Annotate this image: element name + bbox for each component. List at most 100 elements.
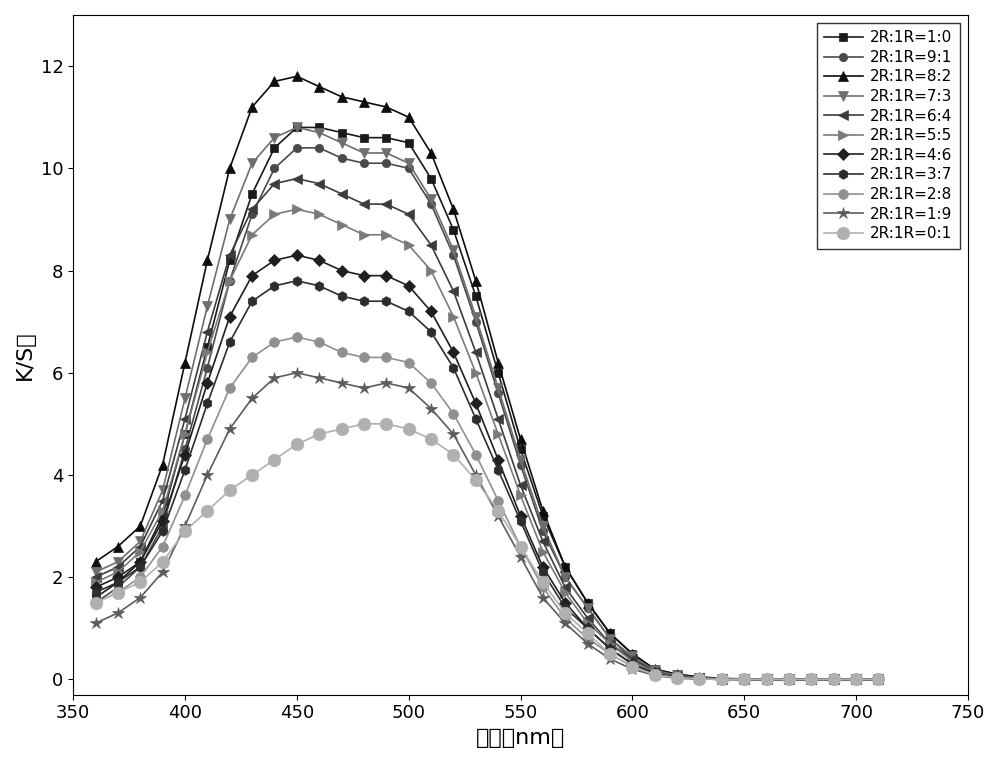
2R:1R=0:1	[515, 542, 527, 551]
2R:1R=0:1	[693, 674, 705, 684]
2R:1R=1:9	[828, 674, 840, 684]
2R:1R=2:8	[626, 662, 638, 671]
2R:1R=7:3	[604, 634, 616, 643]
2R:1R=0:1	[649, 670, 661, 679]
2R:1R=4:6	[761, 674, 773, 684]
2R:1R=8:2	[425, 149, 437, 158]
2R:1R=6:4	[693, 674, 705, 683]
2R:1R=8:2	[671, 670, 683, 679]
2R:1R=8:2	[604, 629, 616, 638]
2R:1R=0:1	[425, 435, 437, 444]
Line: 2R:1R=0:1: 2R:1R=0:1	[89, 417, 885, 686]
2R:1R=6:4	[179, 414, 191, 423]
2R:1R=2:8	[291, 333, 303, 342]
2R:1R=1:9	[559, 619, 571, 628]
2R:1R=4:6	[872, 674, 884, 684]
2R:1R=3:7	[425, 327, 437, 336]
2R:1R=0:1	[604, 649, 616, 658]
Line: 2R:1R=6:4: 2R:1R=6:4	[91, 174, 883, 684]
2R:1R=5:5	[90, 578, 102, 587]
2R:1R=6:4	[559, 583, 571, 592]
2R:1R=3:7	[850, 674, 862, 684]
2R:1R=6:4	[380, 199, 392, 208]
2R:1R=4:6	[492, 455, 504, 464]
2R:1R=2:8	[783, 674, 795, 684]
2R:1R=6:4	[291, 174, 303, 183]
2R:1R=2:8	[157, 542, 169, 551]
2R:1R=3:7	[224, 337, 236, 346]
2R:1R=2:8	[403, 358, 415, 367]
2R:1R=1:9	[157, 568, 169, 577]
2R:1R=1:0	[582, 598, 594, 607]
2R:1R=9:1	[358, 159, 370, 168]
Line: 2R:1R=1:0: 2R:1R=1:0	[91, 124, 883, 684]
Y-axis label: K/S値: K/S値	[15, 330, 35, 380]
2R:1R=5:5	[425, 266, 437, 275]
2R:1R=1:0	[157, 511, 169, 520]
2R:1R=1:0	[224, 256, 236, 265]
2R:1R=5:5	[179, 430, 191, 439]
2R:1R=7:3	[112, 557, 124, 566]
2R:1R=3:7	[447, 363, 459, 372]
2R:1R=9:1	[313, 143, 325, 153]
2R:1R=6:4	[738, 674, 750, 684]
2R:1R=0:1	[805, 674, 817, 684]
2R:1R=3:7	[492, 465, 504, 475]
2R:1R=5:5	[246, 230, 258, 240]
2R:1R=5:5	[447, 312, 459, 321]
2R:1R=2:8	[470, 450, 482, 459]
2R:1R=1:0	[447, 225, 459, 234]
2R:1R=1:0	[604, 629, 616, 638]
2R:1R=6:4	[313, 179, 325, 188]
2R:1R=1:0	[738, 674, 750, 684]
2R:1R=8:2	[537, 506, 549, 515]
2R:1R=5:5	[604, 639, 616, 649]
2R:1R=2:8	[559, 613, 571, 623]
2R:1R=9:1	[850, 674, 862, 684]
2R:1R=2:8	[738, 674, 750, 684]
2R:1R=6:4	[828, 674, 840, 684]
2R:1R=8:2	[515, 435, 527, 444]
2R:1R=6:4	[157, 496, 169, 505]
2R:1R=2:8	[246, 353, 258, 362]
2R:1R=1:9	[268, 373, 280, 382]
2R:1R=9:1	[425, 199, 437, 208]
2R:1R=8:2	[828, 674, 840, 684]
2R:1R=2:8	[671, 673, 683, 682]
2R:1R=6:4	[649, 667, 661, 676]
2R:1R=5:5	[313, 210, 325, 219]
2R:1R=3:7	[582, 623, 594, 633]
2R:1R=2:8	[268, 337, 280, 346]
2R:1R=3:7	[828, 674, 840, 684]
2R:1R=1:0	[872, 674, 884, 684]
2R:1R=6:4	[201, 327, 213, 336]
2R:1R=6:4	[850, 674, 862, 684]
2R:1R=1:9	[447, 430, 459, 439]
2R:1R=8:2	[90, 557, 102, 566]
2R:1R=5:5	[872, 674, 884, 684]
2R:1R=3:7	[783, 674, 795, 684]
2R:1R=7:3	[224, 215, 236, 224]
X-axis label: 波长（nm）: 波长（nm）	[476, 728, 565, 748]
2R:1R=3:7	[112, 578, 124, 587]
2R:1R=7:3	[515, 455, 527, 464]
2R:1R=3:7	[134, 562, 146, 571]
2R:1R=3:7	[738, 674, 750, 684]
2R:1R=2:8	[90, 598, 102, 607]
2R:1R=8:2	[112, 542, 124, 551]
2R:1R=1:0	[268, 143, 280, 153]
2R:1R=2:8	[828, 674, 840, 684]
2R:1R=7:3	[671, 671, 683, 680]
2R:1R=2:8	[112, 588, 124, 597]
2R:1R=1:0	[201, 343, 213, 352]
2R:1R=1:0	[112, 578, 124, 587]
2R:1R=9:1	[134, 562, 146, 571]
2R:1R=2:8	[492, 496, 504, 505]
2R:1R=1:0	[425, 174, 437, 183]
2R:1R=0:1	[313, 430, 325, 439]
Line: 2R:1R=1:9: 2R:1R=1:9	[89, 366, 885, 686]
2R:1R=1:0	[90, 593, 102, 602]
2R:1R=4:6	[268, 256, 280, 265]
2R:1R=1:9	[90, 619, 102, 628]
2R:1R=2:8	[582, 634, 594, 643]
